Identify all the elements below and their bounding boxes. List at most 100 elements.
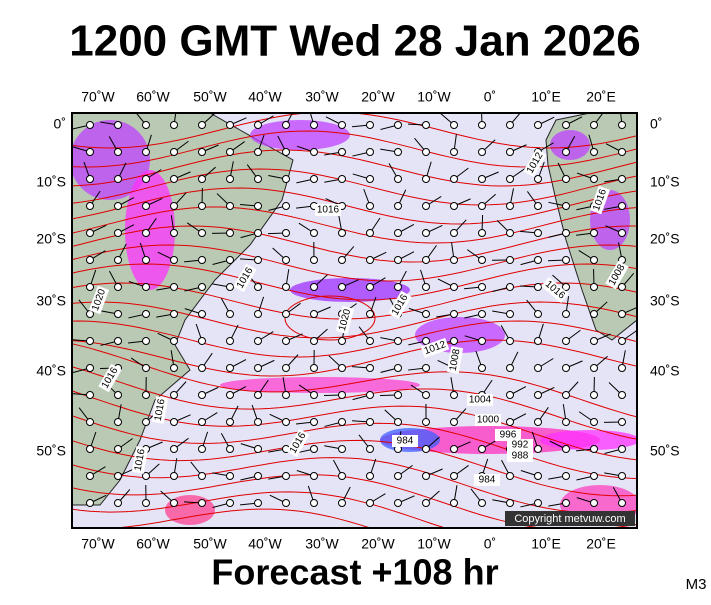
station xyxy=(339,365,346,372)
station xyxy=(423,230,430,237)
station xyxy=(311,500,318,507)
lon-label-top: 60˚W xyxy=(136,89,170,105)
station xyxy=(87,473,94,480)
station xyxy=(311,419,318,426)
lon-label-top: 70˚W xyxy=(81,89,115,105)
model-label: M3 xyxy=(686,576,707,593)
station xyxy=(255,230,262,237)
station xyxy=(87,257,94,264)
station xyxy=(283,419,290,426)
station xyxy=(563,473,570,480)
station xyxy=(563,365,570,372)
station xyxy=(171,500,178,507)
station xyxy=(143,176,150,183)
precip-area xyxy=(250,120,350,150)
station xyxy=(283,203,290,210)
station xyxy=(115,284,122,291)
station xyxy=(619,473,626,480)
station xyxy=(535,338,542,345)
station xyxy=(199,392,206,399)
station xyxy=(255,203,262,210)
station xyxy=(143,338,150,345)
station xyxy=(367,365,374,372)
station xyxy=(619,122,626,129)
station xyxy=(115,257,122,264)
station xyxy=(423,176,430,183)
lon-label-bottom: 20˚W xyxy=(361,536,395,552)
station xyxy=(619,176,626,183)
lon-label-bottom: 70˚W xyxy=(81,536,115,552)
station xyxy=(423,500,430,507)
station xyxy=(283,338,290,345)
station xyxy=(423,257,430,264)
isobar-label-group: 984 xyxy=(474,474,500,486)
station xyxy=(283,473,290,480)
station xyxy=(367,311,374,318)
station xyxy=(87,149,94,156)
station xyxy=(227,230,234,237)
station xyxy=(255,419,262,426)
station xyxy=(283,122,290,129)
station xyxy=(563,230,570,237)
station xyxy=(423,338,430,345)
station xyxy=(619,392,626,399)
station xyxy=(199,284,206,291)
station xyxy=(283,257,290,264)
station xyxy=(255,257,262,264)
station xyxy=(199,122,206,129)
station xyxy=(143,257,150,264)
station xyxy=(479,446,486,453)
station xyxy=(619,365,626,372)
station xyxy=(311,365,318,372)
station xyxy=(479,311,486,318)
station xyxy=(619,284,626,291)
station xyxy=(451,419,458,426)
station xyxy=(227,473,234,480)
station xyxy=(451,311,458,318)
station xyxy=(311,311,318,318)
station xyxy=(143,284,150,291)
station xyxy=(199,365,206,372)
station xyxy=(115,230,122,237)
station xyxy=(423,392,430,399)
station xyxy=(171,392,178,399)
station xyxy=(367,257,374,264)
station xyxy=(255,311,262,318)
lon-label-top: 20˚W xyxy=(361,89,395,105)
station xyxy=(367,203,374,210)
lat-label-right: 10˚S xyxy=(650,174,680,190)
lon-label-bottom: 10˚W xyxy=(417,536,451,552)
station xyxy=(87,203,94,210)
isobar-label: 1016 xyxy=(317,205,340,216)
station xyxy=(143,500,150,507)
station xyxy=(507,473,514,480)
station xyxy=(535,122,542,129)
isobar-label: 984 xyxy=(479,475,496,486)
station xyxy=(367,392,374,399)
station xyxy=(115,176,122,183)
station xyxy=(591,149,598,156)
station xyxy=(115,338,122,345)
station xyxy=(227,311,234,318)
station xyxy=(367,149,374,156)
station xyxy=(339,446,346,453)
station xyxy=(227,176,234,183)
station xyxy=(339,284,346,291)
station xyxy=(311,446,318,453)
station xyxy=(367,446,374,453)
lon-label-top: 30˚W xyxy=(305,89,339,105)
station xyxy=(479,257,486,264)
station xyxy=(87,230,94,237)
station xyxy=(227,392,234,399)
station xyxy=(255,446,262,453)
station xyxy=(171,419,178,426)
station xyxy=(367,176,374,183)
station xyxy=(199,230,206,237)
station xyxy=(563,446,570,453)
title: 1200 GMT Wed 28 Jan 2026 xyxy=(69,17,640,66)
station xyxy=(535,419,542,426)
lat-label-right: 30˚S xyxy=(650,293,680,309)
station xyxy=(479,365,486,372)
station xyxy=(395,203,402,210)
station xyxy=(255,473,262,480)
